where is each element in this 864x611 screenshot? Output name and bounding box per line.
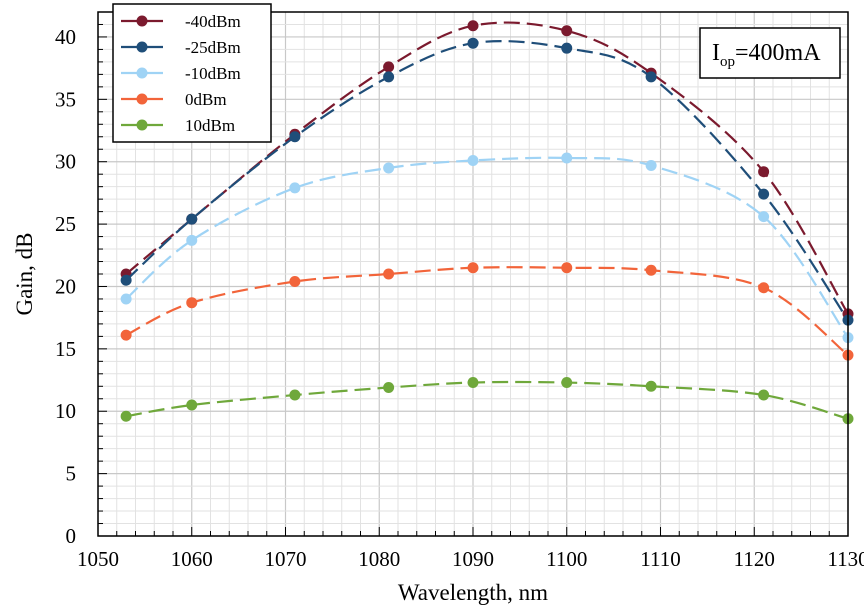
data-point bbox=[645, 264, 657, 276]
data-point bbox=[758, 211, 770, 223]
y-axis-title: Gain, dB bbox=[12, 232, 37, 315]
legend-swatch-marker bbox=[136, 93, 148, 105]
y-tick-label: 10 bbox=[55, 399, 76, 423]
series-line bbox=[125, 380, 849, 420]
data-point bbox=[758, 282, 770, 294]
annotation-main: I bbox=[712, 40, 720, 66]
series--25dBm bbox=[120, 37, 854, 326]
data-point bbox=[561, 262, 573, 274]
data-point bbox=[289, 182, 301, 194]
data-point bbox=[289, 389, 301, 401]
y-tick-label: 15 bbox=[55, 337, 76, 361]
x-tick-label: 1090 bbox=[452, 547, 494, 571]
series--10dBm bbox=[120, 152, 854, 344]
data-point bbox=[289, 131, 301, 143]
legend: -40dBm -25dBm -10dBm 0dBm 10dBm bbox=[112, 3, 272, 143]
data-point bbox=[645, 380, 657, 392]
x-tick-label: 1100 bbox=[546, 547, 587, 571]
y-tick-label: 5 bbox=[66, 462, 77, 486]
x-tick-label: 1120 bbox=[734, 547, 775, 571]
data-point bbox=[467, 262, 479, 274]
x-tick-label: 1130 bbox=[827, 547, 864, 571]
x-axis-title: Wavelength, nm bbox=[398, 580, 548, 605]
legend-item: -25dBm bbox=[121, 38, 241, 57]
axis-ticks: 1050 1060 1070 1080 1090 1100 1110 1120 1130 0 5 10… bbox=[55, 11, 864, 571]
x-tick-label: 1050 bbox=[77, 547, 119, 571]
annotation-subscript: op bbox=[720, 54, 735, 70]
series-group bbox=[120, 20, 854, 425]
data-point bbox=[561, 377, 573, 389]
data-point bbox=[467, 377, 479, 389]
legend-item: -40dBm bbox=[121, 12, 241, 31]
data-point bbox=[383, 162, 395, 174]
data-point bbox=[186, 234, 198, 246]
legend-label: -10dBm bbox=[185, 64, 241, 83]
data-point bbox=[289, 275, 301, 287]
data-point bbox=[120, 329, 132, 341]
data-point bbox=[561, 25, 573, 37]
series-10dBm bbox=[120, 377, 854, 425]
data-point bbox=[758, 166, 770, 178]
data-point bbox=[186, 399, 198, 411]
y-tick-label: 40 bbox=[55, 25, 76, 49]
legend-label: -25dBm bbox=[185, 38, 241, 57]
data-point bbox=[561, 152, 573, 164]
data-point bbox=[467, 20, 479, 32]
data-point bbox=[645, 159, 657, 171]
legend-label: -40dBm bbox=[185, 12, 241, 31]
series-line bbox=[125, 21, 849, 315]
annotation-text: Iop=400mA bbox=[712, 40, 821, 70]
legend-swatch-marker bbox=[136, 41, 148, 53]
x-tick-label: 1060 bbox=[171, 547, 213, 571]
annotation-frame bbox=[699, 27, 841, 79]
legend-item: 0dBm bbox=[121, 90, 227, 109]
data-point bbox=[186, 213, 198, 225]
legend-swatch-marker bbox=[136, 119, 148, 131]
y-tick-label: 0 bbox=[66, 524, 77, 548]
y-tick-label: 35 bbox=[55, 87, 76, 111]
legend-swatch-marker bbox=[136, 15, 148, 27]
annotation-box: Iop=400mA bbox=[699, 27, 841, 79]
data-point bbox=[186, 297, 198, 309]
annotation-suffix: =400mA bbox=[735, 40, 821, 66]
data-point bbox=[467, 37, 479, 49]
legend-label: 10dBm bbox=[185, 116, 235, 135]
data-point bbox=[383, 61, 395, 73]
y-tick-label: 25 bbox=[55, 212, 76, 236]
x-tick-label: 1110 bbox=[640, 547, 680, 571]
data-point bbox=[758, 188, 770, 200]
data-point bbox=[120, 274, 132, 286]
legend-swatch-marker bbox=[136, 67, 148, 79]
data-point bbox=[383, 268, 395, 280]
legend-item: -10dBm bbox=[121, 64, 241, 83]
series-line bbox=[125, 156, 849, 339]
series-0dBm bbox=[120, 262, 854, 361]
data-point bbox=[120, 293, 132, 305]
data-point bbox=[467, 154, 479, 166]
data-point bbox=[120, 410, 132, 422]
y-tick-label: 30 bbox=[55, 150, 76, 174]
y-tick-label: 20 bbox=[55, 274, 76, 298]
x-tick-label: 1080 bbox=[358, 547, 400, 571]
x-tick-label: 1070 bbox=[265, 547, 307, 571]
data-point bbox=[383, 382, 395, 394]
data-point bbox=[758, 389, 770, 401]
data-point bbox=[383, 71, 395, 83]
legend-item: 10dBm bbox=[121, 116, 235, 135]
data-point bbox=[561, 42, 573, 54]
legend-label: 0dBm bbox=[185, 90, 227, 109]
data-point bbox=[645, 71, 657, 83]
